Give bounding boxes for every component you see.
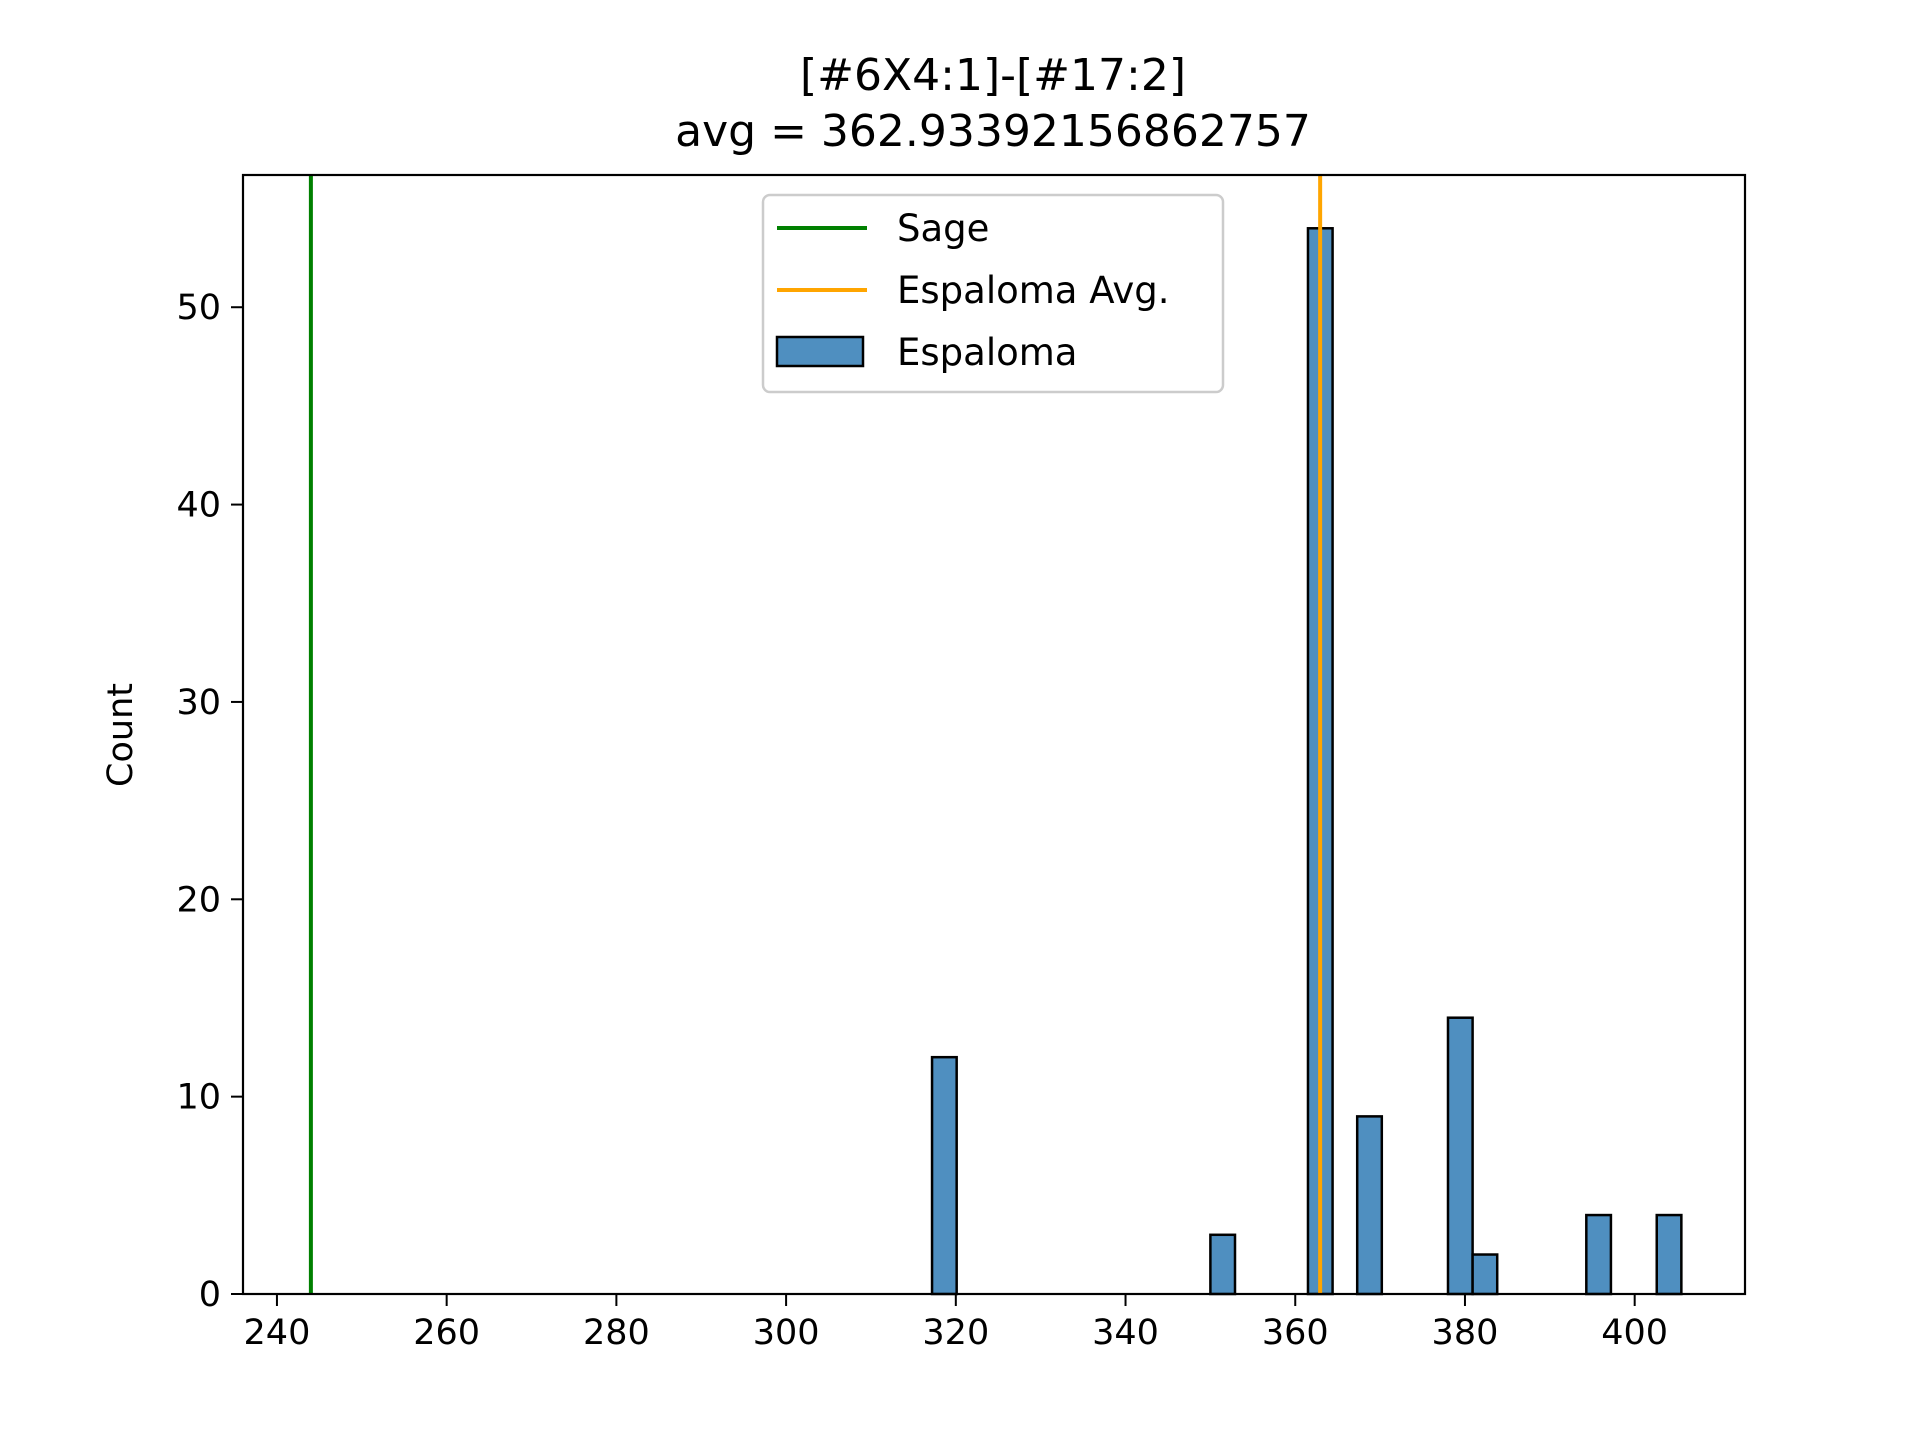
x-tick-label: 360 — [1262, 1313, 1329, 1353]
histogram-bar — [1655, 1213, 1683, 1296]
legend-espaloma-swatch — [775, 335, 865, 368]
histogram-bar — [1446, 1016, 1474, 1296]
x-tick-label: 240 — [244, 1313, 311, 1353]
legend-espaloma-avg-label: Espaloma Avg. — [897, 269, 1170, 312]
legend-espaloma-label: Espaloma — [897, 331, 1077, 374]
plot-area — [308, 175, 1683, 1296]
x-tick-label: 380 — [1432, 1313, 1499, 1353]
x-axis: 240 260 280 300 320 340 360 380 400 — [244, 1294, 1668, 1353]
legend-sage-label: Sage — [897, 207, 989, 250]
y-tick-label: 40 — [176, 486, 221, 526]
x-tick-label: 280 — [583, 1313, 650, 1353]
x-tick-label: 260 — [413, 1313, 480, 1353]
histogram-bar — [930, 1055, 958, 1296]
x-tick-label: 400 — [1601, 1313, 1668, 1353]
reference-lines — [308, 175, 1323, 1294]
y-tick-label: 50 — [176, 288, 221, 328]
y-tick-label: 20 — [176, 880, 221, 920]
x-tick-label: 320 — [922, 1313, 989, 1353]
chart-title: [#6X4:1]-[#17:2] — [800, 50, 1186, 101]
y-tick-label: 10 — [176, 1078, 221, 1118]
y-axis-label: Count — [101, 683, 141, 787]
y-axis: 0 10 20 30 40 50 — [176, 288, 243, 1315]
x-tick-label: 340 — [1092, 1313, 1159, 1353]
legend-box — [761, 193, 1225, 394]
histogram-bar — [1209, 1233, 1237, 1296]
axes-frame — [241, 173, 1747, 1296]
x-tick-label: 300 — [753, 1313, 820, 1353]
histogram-bar — [1585, 1213, 1613, 1296]
chart-subtitle: avg = 362.93392156862757 — [675, 106, 1311, 157]
histogram-bar — [1471, 1253, 1499, 1296]
y-tick-label: 30 — [176, 683, 221, 723]
histogram-bar — [1355, 1115, 1384, 1296]
legend: Sage Espaloma Avg. Espaloma — [761, 193, 1225, 394]
y-tick-label: 0 — [199, 1275, 221, 1315]
